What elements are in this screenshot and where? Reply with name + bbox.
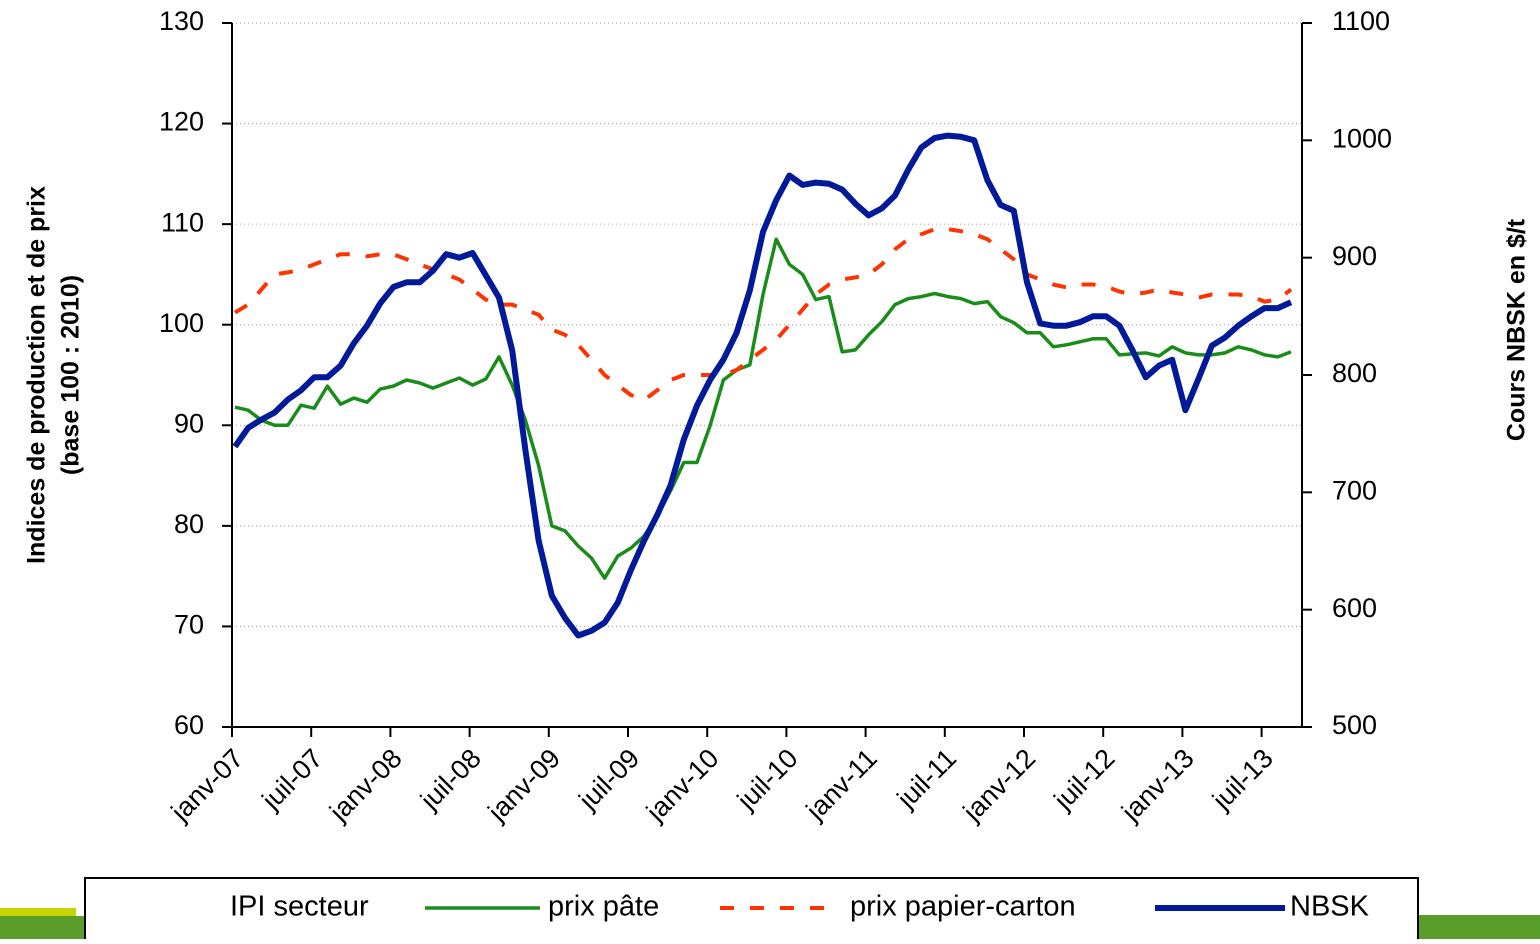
x-tick-label: juil-07 — [256, 743, 329, 816]
y2-tick-label: 800 — [1332, 358, 1377, 388]
y2-tick-label: 900 — [1332, 241, 1377, 271]
legend-label: IPI secteur — [230, 891, 369, 923]
x-tick-label: janv-09 — [482, 743, 567, 828]
y2-tick-label: 1100 — [1332, 6, 1390, 36]
decor-bar — [0, 916, 85, 939]
y-tick-label: 60 — [174, 710, 204, 740]
y2-axis-title: Cours NBSK en $/t — [1503, 218, 1531, 441]
x-tick-label: janv-11 — [800, 743, 883, 826]
y-tick-label: 120 — [159, 107, 204, 137]
x-tick-label: juil-09 — [572, 743, 645, 816]
y-tick-label: 110 — [161, 207, 204, 237]
x-tick-label: janv-08 — [323, 743, 408, 828]
x-tick-label: janv-13 — [1115, 743, 1200, 828]
x-tick-label: juil-13 — [1206, 743, 1279, 816]
legend-label: NBSK — [1290, 891, 1370, 923]
x-tick-label: juil-11 — [891, 743, 962, 814]
decor-bar — [1418, 915, 1540, 939]
y-tick-label: 80 — [174, 509, 204, 539]
y2-tick-label: 1000 — [1332, 123, 1392, 153]
series-line — [232, 132, 1293, 639]
legend-label: prix pâte — [548, 891, 659, 923]
series-line — [234, 237, 1292, 580]
x-tick-label: juil-08 — [414, 743, 487, 816]
y2-tick-label: 500 — [1332, 710, 1377, 740]
y-axis-title: Indices de production et de prix — [23, 186, 51, 564]
y2-tick-label: 700 — [1332, 475, 1377, 505]
legend-label: prix papier-carton — [850, 891, 1076, 923]
x-tick-label: janv-07 — [165, 743, 250, 828]
y-axis-title: (base 100 : 2010) — [57, 275, 85, 475]
y-tick-label: 130 — [159, 6, 204, 36]
decor-bar — [0, 908, 76, 916]
y-tick-label: 90 — [174, 408, 204, 438]
y-tick-label: 70 — [174, 610, 204, 640]
series-line — [233, 227, 1293, 403]
y2-tick-label: 600 — [1332, 593, 1377, 623]
y-tick-label: 100 — [159, 308, 204, 338]
x-tick-label: janv-12 — [957, 743, 1042, 828]
x-tick-label: juil-10 — [731, 743, 804, 816]
x-tick-label: juil-12 — [1048, 743, 1121, 816]
x-tick-label: janv-10 — [640, 743, 725, 828]
